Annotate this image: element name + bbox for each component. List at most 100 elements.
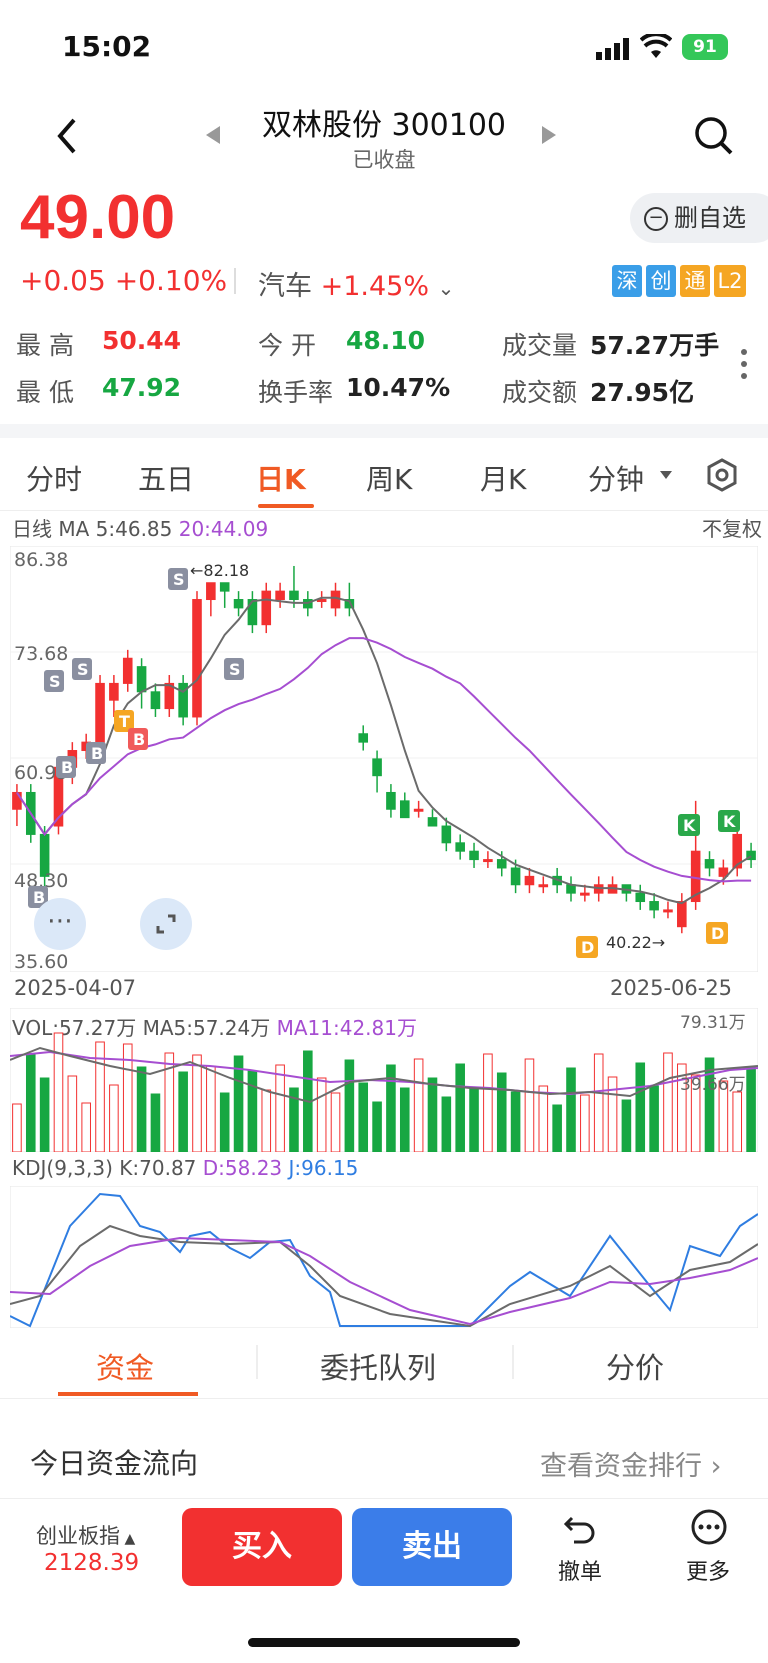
back-icon[interactable] bbox=[56, 118, 78, 158]
change-percent: +0.10% bbox=[114, 264, 228, 297]
candle-body bbox=[663, 909, 673, 913]
more-vertical-icon[interactable] bbox=[740, 348, 748, 384]
prev-stock-icon[interactable] bbox=[206, 126, 220, 148]
candle-body bbox=[455, 842, 465, 852]
market-status: 已收盘 bbox=[352, 148, 416, 172]
buy-button[interactable]: 买入 bbox=[182, 1508, 342, 1586]
tab-daily-k[interactable]: 日K bbox=[256, 463, 306, 496]
adjust-toggle[interactable]: 不复权 bbox=[702, 517, 762, 541]
candle-body bbox=[12, 791, 22, 810]
ma20-value: 20:44.09 bbox=[178, 517, 269, 541]
volume-bar bbox=[289, 1087, 299, 1152]
tab-funds[interactable]: 资金 bbox=[96, 1351, 155, 1385]
volume-chart[interactable]: 79.31万 39.66万 bbox=[10, 1008, 758, 1152]
volume-bar bbox=[136, 1066, 147, 1152]
y-axis-labels: 86.38 73.68 60.99 48.30 35.60 bbox=[14, 549, 68, 972]
candle-body bbox=[344, 599, 355, 609]
candle-body bbox=[399, 800, 410, 819]
triangle-down-icon bbox=[660, 466, 672, 485]
volume-bar bbox=[109, 1084, 119, 1152]
fund-rank-link[interactable]: 查看资金排行 › bbox=[540, 1451, 722, 1482]
volume-bar bbox=[704, 1057, 715, 1152]
svg-text:S: S bbox=[173, 570, 185, 589]
svg-text:B: B bbox=[61, 758, 73, 777]
svg-text:K: K bbox=[723, 812, 736, 831]
candle-body bbox=[109, 682, 119, 701]
next-stock-icon[interactable] bbox=[542, 126, 556, 148]
k-chart[interactable]: 86.38 73.68 60.99 48.30 35.60 ←82.18 40.… bbox=[10, 546, 758, 972]
volume-bar bbox=[580, 1094, 590, 1152]
volume-bar bbox=[219, 1092, 230, 1152]
candle-body bbox=[510, 867, 521, 886]
candle-body bbox=[122, 657, 133, 684]
candle-body bbox=[150, 691, 161, 710]
volume-bar bbox=[25, 1054, 36, 1152]
tab-minute[interactable]: 分钟 bbox=[588, 463, 645, 496]
tab-order-queue[interactable]: 委托队列 bbox=[320, 1351, 437, 1385]
open-label: 今 开 bbox=[258, 331, 316, 360]
open-value: 48.10 bbox=[346, 326, 426, 355]
sector-info[interactable]: 汽车 +1.45% ⌄ bbox=[258, 264, 454, 303]
signal-icon bbox=[596, 38, 630, 64]
volume-bar bbox=[358, 1082, 369, 1152]
divider bbox=[234, 268, 236, 294]
sell-signal-badge bbox=[168, 568, 188, 590]
volume-bar bbox=[441, 1096, 452, 1152]
tab-monthly-k[interactable]: 月K bbox=[480, 463, 527, 496]
y-label-4: 48.30 bbox=[14, 870, 68, 892]
kdj-chart[interactable] bbox=[10, 1186, 758, 1328]
expand-icon[interactable] bbox=[140, 898, 192, 950]
amount-label: 成交额 bbox=[502, 378, 578, 407]
volume-bar bbox=[275, 1064, 285, 1152]
tab-weekly-k[interactable]: 周K bbox=[366, 463, 413, 496]
svg-text:B: B bbox=[33, 888, 45, 907]
start-date: 2025-04-07 bbox=[14, 976, 137, 1000]
stock-name: 双林股份 bbox=[261, 108, 382, 143]
volume-bar bbox=[552, 1104, 562, 1152]
candle-body bbox=[718, 867, 729, 877]
candle-body bbox=[746, 850, 756, 861]
volume-bar bbox=[164, 1052, 175, 1152]
y-label-2: 73.68 bbox=[14, 643, 68, 665]
candle-body bbox=[413, 808, 424, 812]
volume-bar bbox=[12, 1103, 22, 1152]
vol-ma11: MA11:42.81万 bbox=[276, 1016, 417, 1040]
search-icon[interactable] bbox=[694, 116, 734, 160]
volume-bar bbox=[649, 1085, 659, 1152]
volume-bar bbox=[150, 1093, 161, 1152]
volume-bar bbox=[690, 1074, 701, 1152]
undo-button[interactable]: 撤单 bbox=[558, 1560, 603, 1585]
candle-body bbox=[192, 599, 202, 718]
volume-value: 57.27万手 bbox=[590, 331, 720, 360]
undo-icon[interactable] bbox=[562, 1510, 598, 1550]
volume-bar bbox=[566, 1067, 576, 1152]
more-icon[interactable] bbox=[690, 1508, 728, 1550]
volume-bar bbox=[192, 1054, 202, 1152]
svg-text:T: T bbox=[119, 712, 130, 731]
candle-body bbox=[524, 875, 535, 886]
tab-timeshare[interactable]: 分时 bbox=[26, 463, 83, 496]
svg-text:S: S bbox=[49, 672, 61, 691]
candle-body bbox=[635, 892, 646, 903]
candle-body bbox=[538, 884, 549, 888]
candle-body bbox=[649, 901, 659, 911]
divider bbox=[0, 1398, 768, 1399]
settings-icon[interactable] bbox=[706, 458, 738, 496]
volume-bar bbox=[621, 1099, 632, 1152]
index-name[interactable]: 创业板指 ▲ bbox=[36, 1520, 135, 1550]
volume-bar bbox=[399, 1087, 410, 1152]
tab-price-distribution[interactable]: 分价 bbox=[606, 1351, 665, 1385]
y-label-3: 60.99 bbox=[14, 762, 68, 784]
tab-five-day[interactable]: 五日 bbox=[138, 463, 195, 496]
kdj-j: J:96.15 bbox=[288, 1156, 359, 1180]
volume-bar bbox=[469, 1086, 479, 1152]
more-options-icon[interactable]: ⋯ bbox=[34, 898, 86, 950]
divider bbox=[256, 1345, 258, 1379]
candle-body bbox=[483, 859, 493, 863]
candle-body bbox=[316, 599, 327, 603]
remove-favorite-button[interactable]: − 删自选 bbox=[630, 193, 768, 243]
candle-body bbox=[677, 901, 687, 928]
sell-button[interactable]: 卖出 bbox=[352, 1508, 512, 1586]
d-signal-badge bbox=[706, 922, 728, 944]
more-button[interactable]: 更多 bbox=[686, 1560, 731, 1585]
